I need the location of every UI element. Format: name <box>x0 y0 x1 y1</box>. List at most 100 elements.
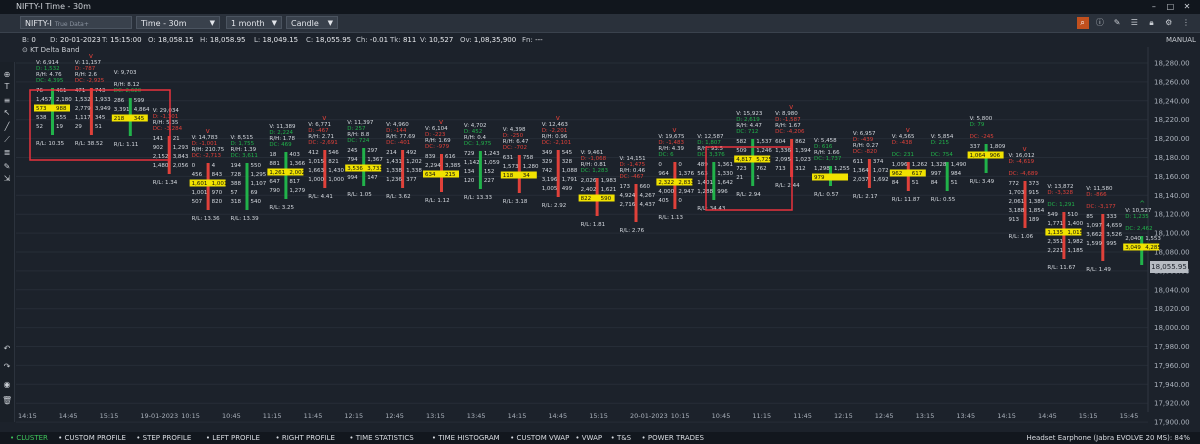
ask-value: 69 <box>251 190 258 196</box>
bars-icon[interactable]: ≡ <box>3 96 11 105</box>
bid-value: 1,328 <box>931 162 947 168</box>
footprint-chart[interactable]: 18,280.00 18,260.00 18,240.00 18,220.00 18,2… <box>0 0 1200 432</box>
scale-mode[interactable]: MANUAL <box>1166 36 1196 44</box>
rh-label: R/H: 1.39 <box>231 147 257 153</box>
info-icon[interactable]: ⓘ <box>1095 18 1104 27</box>
delta-label: D: 616 <box>814 144 833 150</box>
tab-time-histogram[interactable]: • TIME HISTOGRAM <box>431 434 500 442</box>
bar-date: D: 20-01-2023 <box>50 36 101 44</box>
bid-value: 0 <box>192 163 196 169</box>
candle-body <box>1101 214 1105 261</box>
rh-label: R/H: 210.75 <box>192 147 225 153</box>
ask-value: 758 <box>523 155 534 161</box>
close-icon[interactable]: ✕ <box>1183 2 1191 11</box>
candle-body <box>945 162 949 191</box>
delete-icon[interactable]: 🗑︎ <box>2 396 13 405</box>
bid-value: 218 <box>114 116 125 122</box>
bid-value: 902 <box>153 145 164 151</box>
volume-label: V: 29,034 <box>153 108 180 114</box>
bid-value: 3,188 <box>1009 208 1025 214</box>
tab-time-statistics[interactable]: • TIME STATISTICS <box>349 434 414 442</box>
lock-icon[interactable]: 🔒︎ <box>1149 18 1154 27</box>
delta-change-label: DC: 4,395 <box>36 78 64 84</box>
rh-label: R/H: 4.76 <box>36 72 62 78</box>
rl-label: R/L: 1.81 <box>581 222 606 228</box>
delta-change-label: DC: -702 <box>503 145 527 151</box>
range-select[interactable]: 1 month ▼ <box>226 16 282 29</box>
rl-label: R/L: 13.33 <box>464 195 493 201</box>
tab-right-profile[interactable]: • RIGHT PROFILE <box>275 434 335 442</box>
ask-value: 374 <box>873 159 884 165</box>
poc-highlight <box>734 155 771 163</box>
tab-step-profile[interactable]: • STEP PROFILE <box>136 434 192 442</box>
drawing-tool-icon[interactable]: ✎ <box>1113 18 1121 27</box>
more-icon[interactable]: ⋮ <box>1182 18 1190 27</box>
bid-value: 1,457 <box>36 97 52 103</box>
rh-label: R/H: 0.81 <box>581 162 607 168</box>
time-tick-label: 12:15 <box>834 412 853 420</box>
ask-value: 1,243 <box>484 151 500 157</box>
volume-label: V: 9,461 <box>581 150 604 156</box>
brush-icon[interactable]: ✎ <box>3 162 11 171</box>
timeframe-value: Time - 30m <box>141 19 187 28</box>
volume-label: V: 11,397 <box>347 120 374 126</box>
delta-change-label: DC: -979 <box>425 144 450 150</box>
cursor-icon[interactable]: ↖ <box>3 108 11 117</box>
volume-label: V: 6,104 <box>425 126 448 132</box>
price-tick-label: 18,100.00 <box>1154 230 1190 238</box>
delta-label: D: -2,201 <box>542 128 568 134</box>
minimize-icon[interactable]: – <box>1151 2 1156 11</box>
tab-power-trades[interactable]: • POWER TRADES <box>641 434 704 442</box>
crosshair-icon[interactable]: ⊕ <box>3 70 11 79</box>
fibonacci-icon[interactable]: ≣ <box>3 148 11 157</box>
candle-body <box>401 150 405 188</box>
ask-value: 1,072 <box>873 168 889 174</box>
maximize-icon[interactable]: □ <box>1166 2 1175 11</box>
timeframe-select[interactable]: Time - 30m ▼ <box>136 16 220 29</box>
bar-volume: V: 10,527 <box>420 36 454 44</box>
undo-icon[interactable]: ↶ <box>3 344 11 353</box>
tab-left-profile[interactable]: • LEFT PROFILE <box>205 434 260 442</box>
rl-label: R/L: 3.25 <box>269 205 294 211</box>
ask-value: 1,262 <box>912 162 928 168</box>
chart-type-select[interactable]: Candle ▼ <box>286 16 338 29</box>
rh-label: R/H: 1.69 <box>425 138 451 144</box>
bid-value: 549 <box>1047 212 1058 218</box>
tab-vwap[interactable]: • VWAP <box>575 434 603 442</box>
tab-t-s[interactable]: • T&S <box>610 434 632 442</box>
tab-cluster[interactable]: • CLUSTER <box>10 434 48 442</box>
eye-icon[interactable]: ◉ <box>3 380 11 389</box>
bid-value: 1,236 <box>386 177 402 183</box>
symbol-selector[interactable]: NIFTY-I True Data+ <box>20 16 132 29</box>
poc-highlight <box>423 170 459 178</box>
zoom-icon[interactable]: ⌕ <box>1076 17 1089 29</box>
bid-value: 1,771 <box>1047 221 1063 227</box>
price-tick-label: 18,000.00 <box>1154 324 1190 332</box>
bid-value: 1,142 <box>464 160 480 166</box>
signal-arrow: v <box>206 127 210 135</box>
redo-icon[interactable]: ↷ <box>3 362 11 371</box>
tab-custom-vwap[interactable]: • CUSTOM VWAP <box>510 434 570 442</box>
study-legend[interactable]: ⊙ KT Delta Band <box>22 46 80 54</box>
ask-value: 1,430 <box>328 168 344 174</box>
delta-label: D: 2,224 <box>269 130 293 136</box>
price-tick-label: 17,940.00 <box>1154 381 1190 389</box>
tab-custom-profile[interactable]: • CUSTOM PROFILE <box>58 434 126 442</box>
ask-value: 590 <box>601 196 612 202</box>
ask-value: 1,621 <box>601 187 617 193</box>
text-icon[interactable]: T <box>4 82 10 91</box>
bid-value: 1,096 <box>892 162 908 168</box>
settings-icon[interactable]: ⚙ <box>1165 18 1173 27</box>
time-tick-label: 10:45 <box>712 412 731 420</box>
ask-value: 1,330 <box>717 171 733 177</box>
ray-tool-icon[interactable]: ⟋ <box>4 135 10 144</box>
time-tick-label: 15:15 <box>589 412 608 420</box>
measure-icon[interactable]: ⇲ <box>3 174 11 183</box>
line-tool-icon[interactable]: ╱ <box>4 122 10 131</box>
ask-value: 492 <box>406 150 417 156</box>
bar-low: L: 18,049.15 <box>254 36 299 44</box>
properties-icon[interactable]: ☰ <box>1130 18 1138 27</box>
